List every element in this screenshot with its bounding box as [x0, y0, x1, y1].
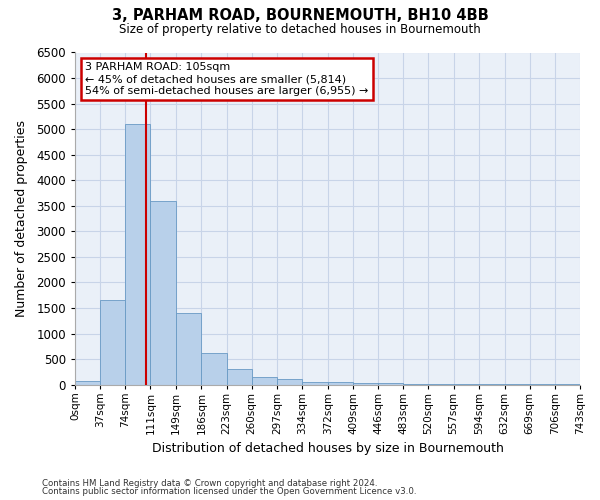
Bar [277, 380, 302, 384]
Bar [125, 124, 151, 384]
Text: 3 PARHAM ROAD: 105sqm
← 45% of detached houses are smaller (5,814)
54% of semi-d: 3 PARHAM ROAD: 105sqm ← 45% of detached … [85, 62, 368, 96]
Bar [202, 353, 227, 384]
Text: Contains public sector information licensed under the Open Government Licence v3: Contains public sector information licen… [42, 487, 416, 496]
Bar [75, 381, 100, 384]
Bar [100, 300, 125, 384]
Text: Contains HM Land Registry data © Crown copyright and database right 2024.: Contains HM Land Registry data © Crown c… [42, 478, 377, 488]
Bar [151, 200, 176, 384]
Y-axis label: Number of detached properties: Number of detached properties [15, 120, 28, 317]
Text: Size of property relative to detached houses in Bournemouth: Size of property relative to detached ho… [119, 22, 481, 36]
Text: 3, PARHAM ROAD, BOURNEMOUTH, BH10 4BB: 3, PARHAM ROAD, BOURNEMOUTH, BH10 4BB [112, 8, 488, 22]
X-axis label: Distribution of detached houses by size in Bournemouth: Distribution of detached houses by size … [152, 442, 503, 455]
Bar [252, 378, 277, 384]
Bar [176, 313, 202, 384]
Bar [227, 369, 252, 384]
Bar [353, 382, 378, 384]
Bar [328, 382, 353, 384]
Bar [378, 382, 403, 384]
Bar [302, 382, 328, 384]
